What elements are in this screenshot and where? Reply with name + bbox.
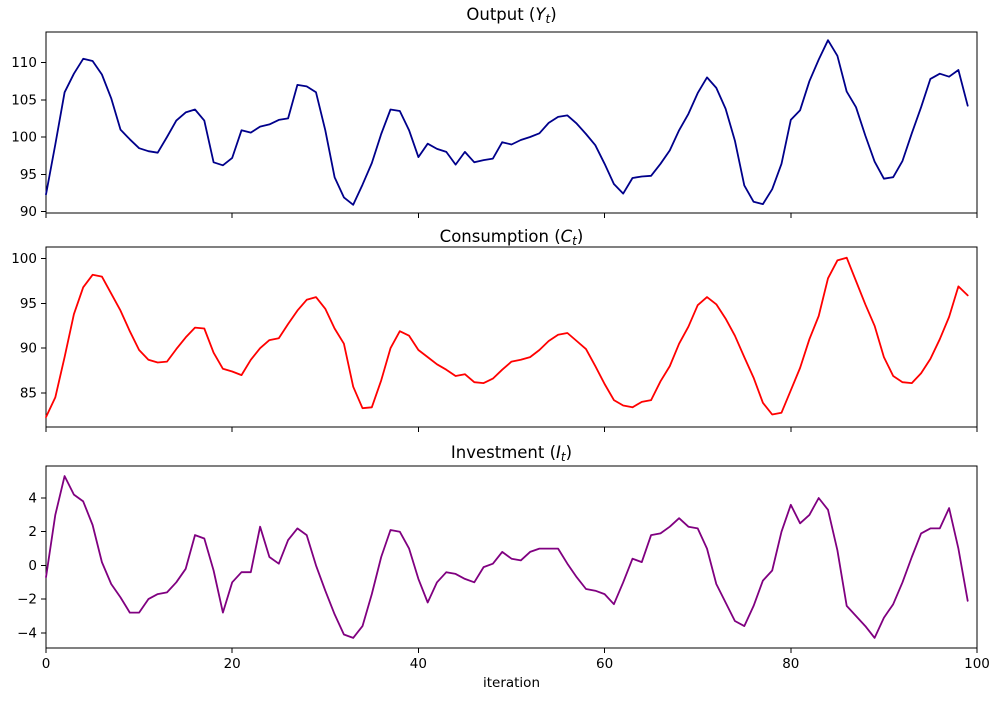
investment-y-axis: −4 −2 0 2 4 bbox=[17, 491, 46, 641]
consumption-title: Consumption (Ct) bbox=[440, 227, 584, 248]
y-tick-label: 0 bbox=[28, 558, 37, 574]
consumption-chart: 85 90 95 100 Consumption (Ct) bbox=[11, 227, 978, 432]
x-tick-label: 0 bbox=[42, 656, 51, 672]
investment-axes-frame bbox=[45, 465, 978, 649]
output-line bbox=[45, 39, 969, 206]
x-tick-label: 80 bbox=[782, 656, 799, 672]
x-tick-label: 40 bbox=[410, 656, 427, 672]
investment-title: Investment (It) bbox=[451, 443, 572, 464]
output-axes-frame bbox=[45, 31, 978, 214]
investment-line bbox=[45, 475, 969, 639]
investment-x-axis: 0 20 40 60 80 100 bbox=[42, 648, 990, 672]
y-tick-label: 105 bbox=[11, 92, 37, 108]
x-tick-label: 100 bbox=[964, 656, 990, 672]
y-tick-label: −4 bbox=[17, 625, 37, 641]
y-tick-label: 100 bbox=[11, 251, 37, 267]
y-tick-label: 95 bbox=[20, 296, 37, 312]
consumption-y-axis: 85 90 95 100 bbox=[11, 251, 46, 401]
y-tick-label: 90 bbox=[20, 341, 37, 357]
y-tick-label: 4 bbox=[28, 491, 37, 507]
x-tick-label: 60 bbox=[596, 656, 613, 672]
y-tick-label: 110 bbox=[11, 55, 37, 71]
y-tick-label: 2 bbox=[28, 524, 37, 540]
consumption-axes-frame bbox=[45, 246, 978, 428]
y-tick-label: 85 bbox=[20, 385, 37, 401]
output-y-axis: 90 95 100 105 110 bbox=[11, 55, 46, 220]
output-x-axis bbox=[45, 213, 978, 218]
y-tick-label: 100 bbox=[11, 130, 37, 146]
output-title: Output (Yt) bbox=[466, 5, 556, 26]
y-tick-label: 95 bbox=[20, 167, 37, 183]
y-tick-label: −2 bbox=[17, 592, 37, 608]
y-tick-label: 90 bbox=[20, 204, 37, 220]
x-tick-label: 20 bbox=[224, 656, 241, 672]
consumption-x-axis bbox=[45, 427, 978, 432]
output-chart: 90 95 100 105 110 Output (Yt) bbox=[11, 5, 978, 220]
x-axis-label: iteration bbox=[483, 675, 540, 691]
consumption-line bbox=[45, 256, 969, 419]
